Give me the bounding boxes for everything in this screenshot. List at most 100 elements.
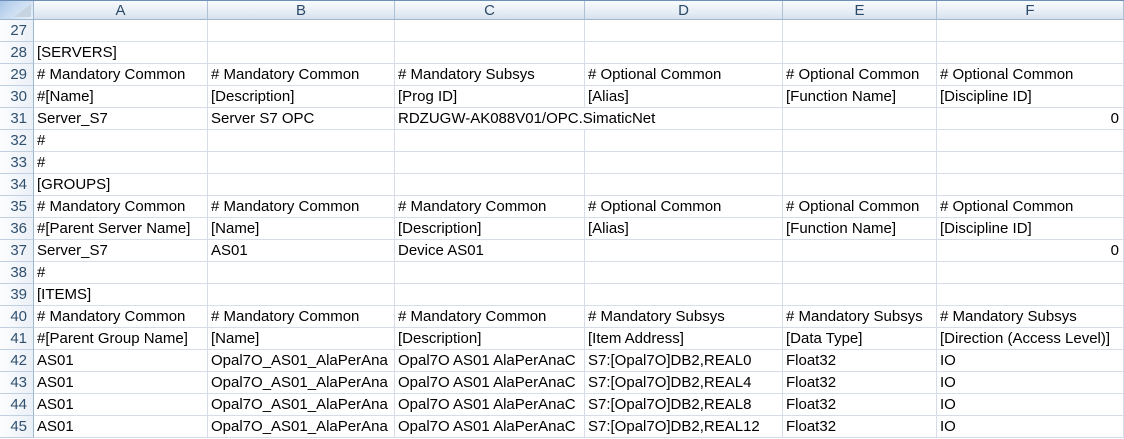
cell-E31[interactable] — [783, 108, 937, 130]
cell-C35[interactable]: # Mandatory Common — [395, 196, 585, 218]
cell-B33[interactable] — [208, 152, 395, 174]
cell-D41[interactable]: [Item Address] — [585, 328, 783, 350]
cell-A31[interactable]: Server_S7 — [34, 108, 208, 130]
cell-B40[interactable]: # Mandatory Common — [208, 306, 395, 328]
cell-A27[interactable] — [34, 20, 208, 42]
row-header-39[interactable]: 39 — [0, 284, 34, 306]
cell-B44[interactable]: Opal7O_AS01_AlaPerAna — [208, 394, 395, 416]
cell-C41[interactable]: [Description] — [395, 328, 585, 350]
cell-F44[interactable]: IO — [937, 394, 1124, 416]
cell-F37[interactable]: 0 — [937, 240, 1124, 262]
cell-A32[interactable]: # — [34, 130, 208, 152]
cell-B38[interactable] — [208, 262, 395, 284]
cell-C33[interactable] — [395, 152, 585, 174]
cell-B42[interactable]: Opal7O_AS01_AlaPerAna — [208, 350, 395, 372]
cell-C27[interactable] — [395, 20, 585, 42]
cell-B32[interactable] — [208, 130, 395, 152]
cell-F27[interactable] — [937, 20, 1124, 42]
cell-F43[interactable]: IO — [937, 372, 1124, 394]
cell-A30[interactable]: #[Name] — [34, 86, 208, 108]
cell-F28[interactable] — [937, 42, 1124, 64]
cell-A39[interactable]: [ITEMS] — [34, 284, 208, 306]
cell-B43[interactable]: Opal7O_AS01_AlaPerAna — [208, 372, 395, 394]
cell-D40[interactable]: # Mandatory Subsys — [585, 306, 783, 328]
cell-F39[interactable] — [937, 284, 1124, 306]
cell-B35[interactable]: # Mandatory Common — [208, 196, 395, 218]
cell-E37[interactable] — [783, 240, 937, 262]
row-header-43[interactable]: 43 — [0, 372, 34, 394]
cell-E41[interactable]: [Data Type] — [783, 328, 937, 350]
cell-C29[interactable]: # Mandatory Subsys — [395, 64, 585, 86]
cell-E42[interactable]: Float32 — [783, 350, 937, 372]
cell-A34[interactable]: [GROUPS] — [34, 174, 208, 196]
cell-F30[interactable]: [Discipline ID] — [937, 86, 1124, 108]
cell-D39[interactable] — [585, 284, 783, 306]
cell-C28[interactable] — [395, 42, 585, 64]
cell-E44[interactable]: Float32 — [783, 394, 937, 416]
cell-D37[interactable] — [585, 240, 783, 262]
cell-A38[interactable]: # — [34, 262, 208, 284]
cell-B41[interactable]: [Name] — [208, 328, 395, 350]
cell-F31[interactable]: 0 — [937, 108, 1124, 130]
cell-E39[interactable] — [783, 284, 937, 306]
cell-B37[interactable]: AS01 — [208, 240, 395, 262]
cell-E35[interactable]: # Optional Common — [783, 196, 937, 218]
cell-F40[interactable]: # Mandatory Subsys — [937, 306, 1124, 328]
row-header-35[interactable]: 35 — [0, 196, 34, 218]
cell-E32[interactable] — [783, 130, 937, 152]
cell-E29[interactable]: # Optional Common — [783, 64, 937, 86]
cell-C30[interactable]: [Prog ID] — [395, 86, 585, 108]
cell-E27[interactable] — [783, 20, 937, 42]
cell-D34[interactable] — [585, 174, 783, 196]
cell-A45[interactable]: AS01 — [34, 416, 208, 438]
row-header-38[interactable]: 38 — [0, 262, 34, 284]
cell-F32[interactable] — [937, 130, 1124, 152]
cell-F34[interactable] — [937, 174, 1124, 196]
cell-E33[interactable] — [783, 152, 937, 174]
row-header-42[interactable]: 42 — [0, 350, 34, 372]
row-header-28[interactable]: 28 — [0, 42, 34, 64]
cell-C40[interactable]: # Mandatory Common — [395, 306, 585, 328]
cell-B27[interactable] — [208, 20, 395, 42]
row-header-31[interactable]: 31 — [0, 108, 34, 130]
cell-D45[interactable]: S7:[Opal7O]DB2,REAL12 — [585, 416, 783, 438]
cell-C32[interactable] — [395, 130, 585, 152]
cell-A42[interactable]: AS01 — [34, 350, 208, 372]
cell-E38[interactable] — [783, 262, 937, 284]
column-header-E[interactable]: E — [783, 1, 937, 20]
cell-B29[interactable]: # Mandatory Common — [208, 64, 395, 86]
cell-B28[interactable] — [208, 42, 395, 64]
cell-E40[interactable]: # Mandatory Subsys — [783, 306, 937, 328]
cell-A35[interactable]: # Mandatory Common — [34, 196, 208, 218]
cell-D29[interactable]: # Optional Common — [585, 64, 783, 86]
cell-C31[interactable]: RDZUGW-AK088V01/OPC.SimaticNet — [395, 108, 783, 130]
cell-B45[interactable]: Opal7O_AS01_AlaPerAna — [208, 416, 395, 438]
column-header-A[interactable]: A — [34, 1, 208, 20]
cell-D27[interactable] — [585, 20, 783, 42]
cell-E28[interactable] — [783, 42, 937, 64]
cell-A28[interactable]: [SERVERS] — [34, 42, 208, 64]
row-header-33[interactable]: 33 — [0, 152, 34, 174]
cell-C38[interactable] — [395, 262, 585, 284]
cell-B36[interactable]: [Name] — [208, 218, 395, 240]
cell-D38[interactable] — [585, 262, 783, 284]
row-header-37[interactable]: 37 — [0, 240, 34, 262]
row-header-45[interactable]: 45 — [0, 416, 34, 438]
cell-B39[interactable] — [208, 284, 395, 306]
cell-F29[interactable]: # Optional Common — [937, 64, 1124, 86]
cell-D30[interactable]: [Alias] — [585, 86, 783, 108]
cell-D44[interactable]: S7:[Opal7O]DB2,REAL8 — [585, 394, 783, 416]
row-header-40[interactable]: 40 — [0, 306, 34, 328]
cell-D28[interactable] — [585, 42, 783, 64]
cell-D32[interactable] — [585, 130, 783, 152]
cell-D43[interactable]: S7:[Opal7O]DB2,REAL4 — [585, 372, 783, 394]
cell-A41[interactable]: #[Parent Group Name] — [34, 328, 208, 350]
cell-F42[interactable]: IO — [937, 350, 1124, 372]
cell-F41[interactable]: [Direction (Access Level)] — [937, 328, 1124, 350]
row-header-41[interactable]: 41 — [0, 328, 34, 350]
row-header-29[interactable]: 29 — [0, 64, 34, 86]
cell-A29[interactable]: # Mandatory Common — [34, 64, 208, 86]
row-header-27[interactable]: 27 — [0, 20, 34, 42]
row-header-30[interactable]: 30 — [0, 86, 34, 108]
row-header-36[interactable]: 36 — [0, 218, 34, 240]
